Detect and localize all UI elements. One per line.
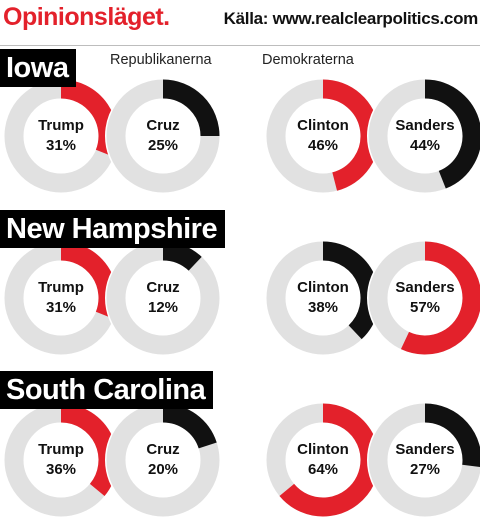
new-hampshire-trump-label: Trump 31%	[21, 278, 101, 318]
candidate-percentage: 31%	[45, 137, 77, 154]
new-hampshire-clinton-value-arc	[322, 241, 380, 340]
candidate-percentage: 64%	[307, 461, 339, 478]
candidate-name: Cruz	[146, 279, 180, 296]
new-hampshire-clinton-label: Clinton 38%	[283, 278, 363, 318]
candidate-name: Clinton	[297, 117, 349, 134]
candidate-percentage: 25%	[147, 137, 179, 154]
south-carolina-clinton-label: Clinton 64%	[283, 440, 363, 480]
iowa-clinton-label: Clinton 46%	[283, 116, 363, 156]
candidate-percentage: 12%	[147, 299, 179, 316]
candidate-name: Cruz	[146, 117, 180, 134]
candidate-name: Clinton	[297, 279, 349, 296]
new-hampshire-cruz-value-arc	[162, 241, 202, 271]
candidate-name: Sanders	[395, 117, 455, 134]
new-hampshire-cruz-donut	[105, 240, 221, 356]
south-carolina-trump-value-arc	[60, 403, 118, 497]
state-title-iowa: Iowa	[0, 49, 77, 87]
candidate-percentage: 46%	[307, 137, 339, 154]
candidate-name: Clinton	[297, 441, 349, 458]
new-hampshire-sanders-value-arc	[400, 241, 480, 355]
south-carolina-cruz-donut	[105, 402, 221, 518]
state-title-south-carolina: South Carolina	[0, 371, 214, 409]
south-carolina-cruz-value-arc	[162, 403, 217, 449]
republicans-label: Republikanerna	[110, 52, 212, 68]
south-carolina-sanders-donut	[367, 402, 480, 518]
candidate-percentage: 38%	[307, 299, 339, 316]
candidate-percentage: 44%	[409, 137, 441, 154]
south-carolina-clinton-value-arc	[279, 403, 380, 517]
candidate-percentage: 27%	[409, 461, 441, 478]
candidate-percentage: 31%	[45, 299, 77, 316]
candidate-name: Sanders	[395, 279, 455, 296]
south-carolina-trump-label: Trump 36%	[21, 440, 101, 480]
iowa-sanders-value-arc	[424, 79, 480, 189]
candidate-percentage: 36%	[45, 461, 77, 478]
new-hampshire-sanders-label: Sanders 57%	[385, 278, 465, 318]
header-divider	[0, 45, 480, 46]
south-carolina-cruz-label: Cruz 20%	[123, 440, 203, 480]
iowa-cruz-label: Cruz 25%	[123, 116, 203, 156]
iowa-trump-label: Trump 31%	[21, 116, 101, 156]
iowa-sanders-donut	[367, 78, 480, 194]
south-carolina-sanders-value-arc	[424, 403, 480, 467]
democrats-label: Demokraterna	[262, 52, 354, 68]
candidate-percentage: 20%	[147, 461, 179, 478]
source-label: Källa: www.realclearpolitics.com	[223, 9, 479, 28]
iowa-cruz-donut	[105, 78, 221, 194]
new-hampshire-cruz-label: Cruz 12%	[123, 278, 203, 318]
candidate-percentage: 57%	[409, 299, 441, 316]
iowa-sanders-label: Sanders 44%	[385, 116, 465, 156]
candidate-name: Trump	[38, 279, 84, 296]
south-carolina-sanders-label: Sanders 27%	[385, 440, 465, 480]
candidate-name: Cruz	[146, 441, 180, 458]
state-title-new-hampshire: New Hampshire	[0, 210, 226, 248]
candidate-name: Trump	[38, 117, 84, 134]
iowa-cruz-value-arc	[162, 79, 220, 137]
candidate-name: Sanders	[395, 441, 455, 458]
new-hampshire-sanders-donut	[367, 240, 480, 356]
page-title: Opinionsläget.	[3, 3, 170, 31]
candidate-name: Trump	[38, 441, 84, 458]
